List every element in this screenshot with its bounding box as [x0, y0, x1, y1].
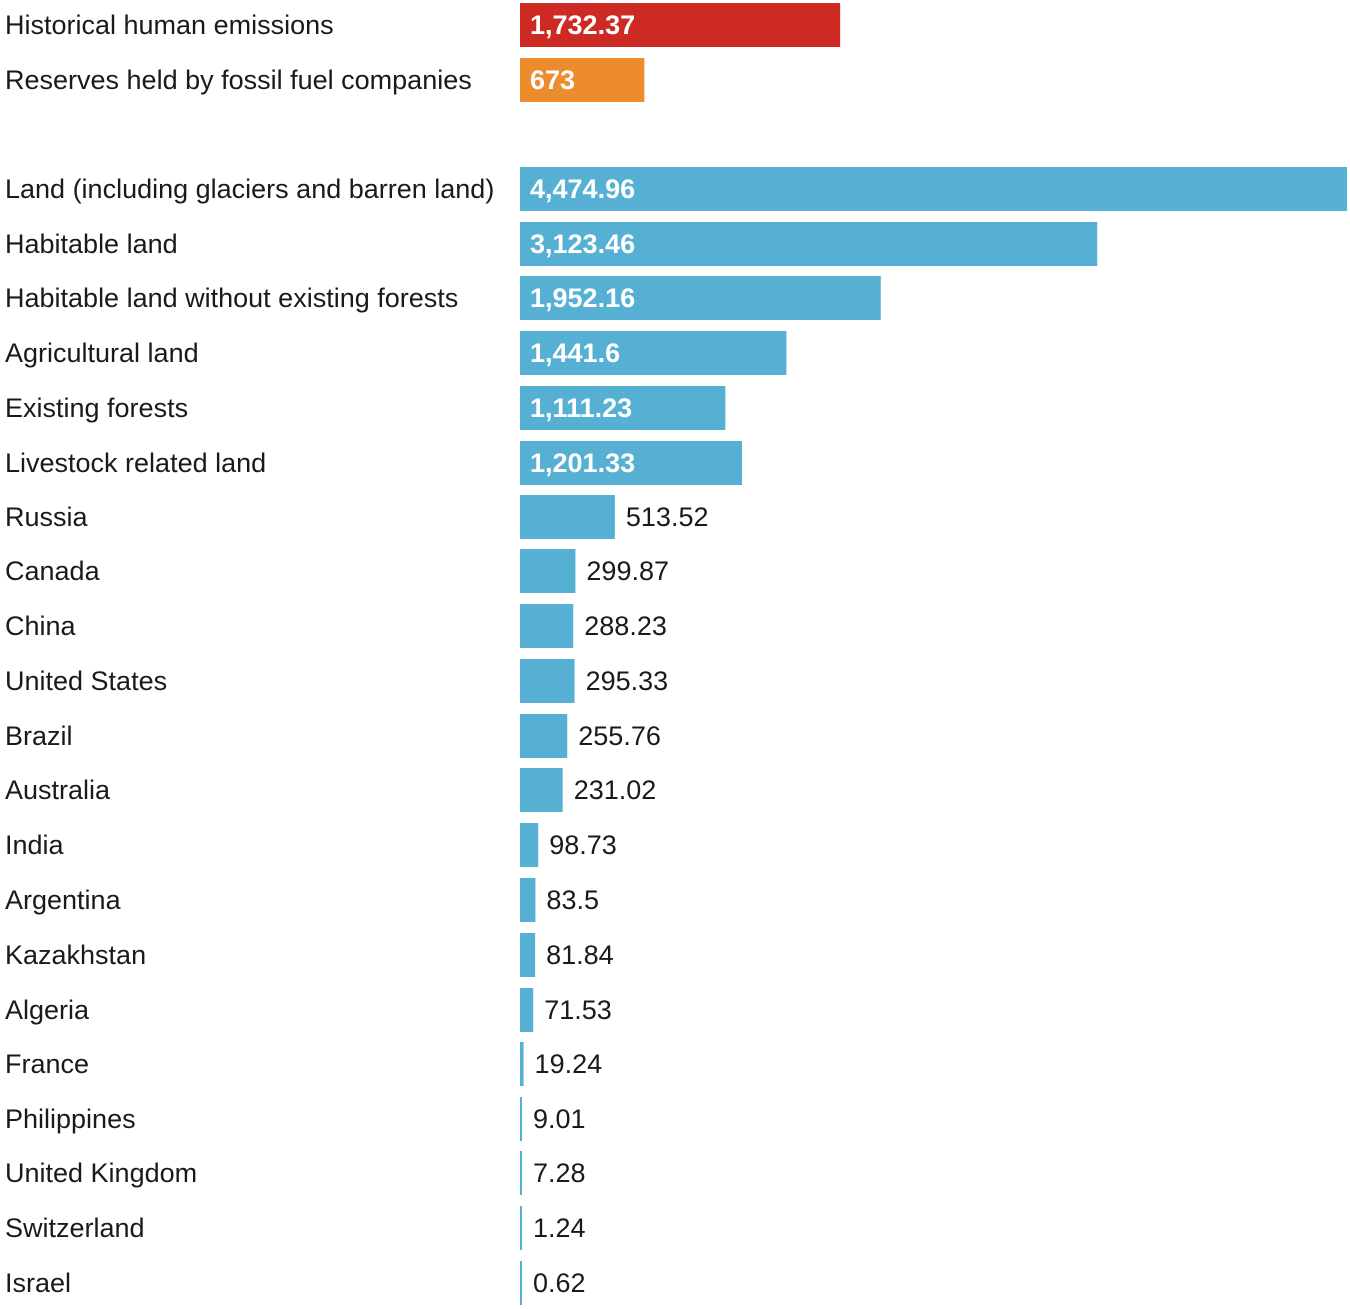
- category-label-algeria: Algeria: [5, 995, 90, 1025]
- value-label-china: 288.23: [584, 611, 667, 641]
- value-label-israel: 0.62: [533, 1268, 586, 1298]
- bar-agricultural-land: [520, 331, 787, 375]
- category-label-argentina: Argentina: [5, 885, 122, 915]
- value-label-agricultural-land: 1,441.6: [530, 338, 620, 368]
- category-label-brazil: Brazil: [5, 721, 73, 751]
- value-label-livestock-related-land: 1,201.33: [530, 448, 635, 478]
- value-label-habitable-land-without-existing-forests: 1,952.16: [530, 283, 635, 313]
- bar-argentina: [520, 878, 536, 922]
- bar-switzerland: [520, 1206, 522, 1250]
- bar-france: [520, 1042, 524, 1086]
- category-label-israel: Israel: [5, 1268, 71, 1298]
- bar-australia: [520, 768, 563, 812]
- category-label-habitable-land: Habitable land: [5, 229, 178, 259]
- value-label-australia: 231.02: [574, 775, 657, 805]
- bar-livestock-related-land: [520, 441, 743, 485]
- bar-reserves-held-by-fossil-fuel-companies: [520, 58, 645, 102]
- value-label-russia: 513.52: [626, 502, 709, 532]
- value-label-india: 98.73: [549, 830, 617, 860]
- category-label-agricultural-land: Agricultural land: [5, 338, 199, 368]
- value-label-switzerland: 1.24: [533, 1213, 586, 1243]
- value-label-brazil: 255.76: [578, 721, 661, 751]
- value-label-land-including-glaciers-and-barren-land: 4,474.96: [530, 174, 635, 204]
- bar-land-including-glaciers-and-barren-land: [520, 167, 1347, 211]
- category-label-france: France: [5, 1049, 89, 1079]
- bar-philippines: [520, 1097, 522, 1141]
- value-label-historical-human-emissions: 1,732.37: [530, 10, 635, 40]
- category-label-reserves-held-by-fossil-fuel-companies: Reserves held by fossil fuel companies: [5, 65, 472, 95]
- category-label-historical-human-emissions: Historical human emissions: [5, 10, 334, 40]
- value-label-algeria: 71.53: [544, 995, 612, 1025]
- bar-india: [520, 823, 539, 867]
- category-label-livestock-related-land: Livestock related land: [5, 448, 266, 478]
- bar-russia: [520, 495, 615, 539]
- value-label-united-states: 295.33: [586, 666, 669, 696]
- bar-kazakhstan: [520, 933, 536, 977]
- value-label-kazakhstan: 81.84: [546, 940, 614, 970]
- category-label-canada: Canada: [5, 556, 101, 586]
- value-label-france: 19.24: [535, 1049, 603, 1079]
- category-label-australia: Australia: [5, 775, 111, 805]
- category-label-switzerland: Switzerland: [5, 1213, 145, 1243]
- bar-habitable-land-without-existing-forests: [520, 276, 881, 320]
- value-label-canada: 299.87: [586, 556, 669, 586]
- category-label-india: India: [5, 830, 65, 860]
- value-label-united-kingdom: 7.28: [533, 1158, 586, 1188]
- category-label-russia: Russia: [5, 502, 89, 532]
- bar-habitable-land: [520, 222, 1098, 266]
- value-label-existing-forests: 1,111.23: [530, 393, 632, 423]
- category-label-land-including-glaciers-and-barren-land: Land (including glaciers and barren land…: [5, 174, 494, 204]
- value-label-habitable-land: 3,123.46: [530, 229, 635, 259]
- category-label-china: China: [5, 611, 77, 641]
- category-label-existing-forests: Existing forests: [5, 393, 188, 423]
- value-label-argentina: 83.5: [546, 885, 599, 915]
- bar-algeria: [520, 988, 534, 1032]
- value-label-philippines: 9.01: [533, 1104, 586, 1134]
- bar-brazil: [520, 714, 568, 758]
- value-label-reserves-held-by-fossil-fuel-companies: 673: [530, 65, 575, 95]
- bar-united-kingdom: [520, 1151, 522, 1195]
- bar-historical-human-emissions: [520, 3, 841, 47]
- category-label-kazakhstan: Kazakhstan: [5, 940, 146, 970]
- category-label-habitable-land-without-existing-forests: Habitable land without existing forests: [5, 283, 458, 313]
- bar-israel: [520, 1261, 522, 1305]
- bar-canada: [520, 549, 576, 593]
- bar-existing-forests: [520, 386, 726, 430]
- category-label-united-kingdom: United Kingdom: [5, 1158, 197, 1188]
- category-label-united-states: United States: [5, 666, 167, 696]
- bar-china: [520, 604, 574, 648]
- bar-united-states: [520, 659, 575, 703]
- category-label-philippines: Philippines: [5, 1104, 136, 1134]
